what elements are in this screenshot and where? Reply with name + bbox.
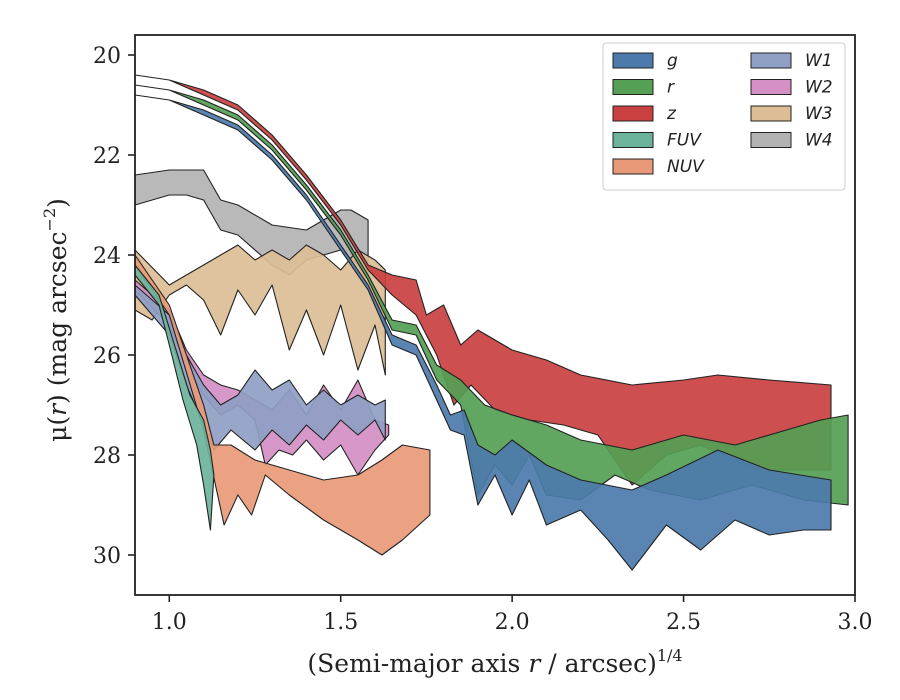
x-tick-label: 1.0 <box>152 610 187 635</box>
legend-swatch-w2 <box>750 79 792 95</box>
y-tick-label: 24 <box>93 244 121 269</box>
y-tick-label: 20 <box>93 44 121 69</box>
band-fuv <box>134 264 215 531</box>
legend-swatch-z <box>612 105 654 122</box>
legend-swatch-nuv <box>612 158 654 175</box>
legend-swatch-w3 <box>750 105 792 122</box>
band-g <box>134 94 832 571</box>
y-tick-label: 30 <box>93 544 121 569</box>
y-tick-label: 22 <box>93 144 121 169</box>
y-axis-label-var: r <box>43 402 72 416</box>
band-nuv <box>134 254 431 556</box>
y-axis-label-close: ) <box>43 198 72 208</box>
x-axis-ticks: 1.0 1.5 2.0 2.5 3.0 <box>152 595 873 635</box>
legend-label-fuv: FUV <box>667 131 702 151</box>
legend-label-w4: W4 <box>805 131 833 151</box>
y-axis-label: μ(r) (mag arcsec−2) <box>40 198 72 442</box>
x-tick-label: 2.5 <box>666 610 701 635</box>
legend-label-w3: W3 <box>805 104 833 124</box>
x-axis-label: (Semi-major axis r / arcsec)1/4 <box>307 646 682 678</box>
y-axis-label-mu: μ( <box>43 416 72 442</box>
y-axis-label-sup: −2 <box>40 208 59 232</box>
y-axis-ticks: 20 22 24 26 28 30 <box>93 44 135 569</box>
x-tick-label: 2.0 <box>495 610 530 635</box>
series-bands <box>134 74 849 571</box>
plot-frame <box>134 34 856 596</box>
legend-swatch-r <box>612 79 654 95</box>
legend-label-w1: W1 <box>805 51 833 71</box>
legend-swatch-fuv <box>612 132 654 148</box>
x-axis-label-main: (Semi-major axis <box>307 649 528 678</box>
legend: grz FUV NUV W1 W2 W3 W4 <box>602 42 846 191</box>
y-axis-label-rest: ) (mag arcsec <box>43 231 72 404</box>
legend-label-w2: W2 <box>805 78 833 98</box>
x-axis-label-sup: 1/4 <box>657 646 683 665</box>
legend-swatch-w4 <box>750 132 792 148</box>
y-tick-label: 26 <box>93 344 121 369</box>
x-tick-label: 3.0 <box>838 610 873 635</box>
x-tick-label: 1.5 <box>323 610 358 635</box>
legend-label-r: r <box>667 78 675 98</box>
band-w3 <box>134 244 386 376</box>
x-axis-label-var: r <box>528 649 542 678</box>
legend-label-nuv: NUV <box>667 157 705 177</box>
x-axis-label-rest: / arcsec) <box>540 649 657 678</box>
legend-label-g: g <box>667 51 678 71</box>
legend-swatch-g <box>612 52 654 69</box>
legend-swatch-w1 <box>750 52 792 69</box>
y-tick-label: 28 <box>93 444 121 469</box>
legend-label-z: z <box>666 104 677 124</box>
